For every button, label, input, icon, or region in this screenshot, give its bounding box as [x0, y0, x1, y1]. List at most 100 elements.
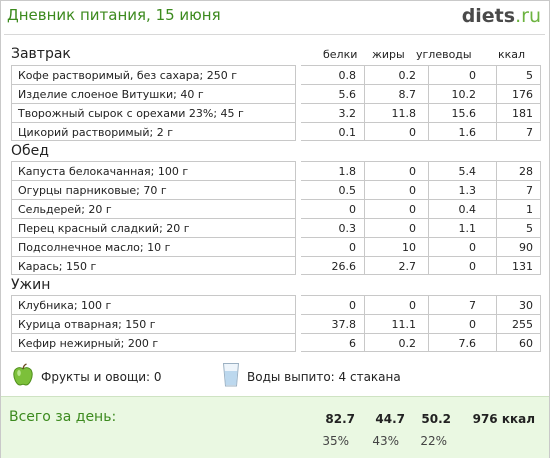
kcal-value: 7 — [497, 122, 541, 141]
meal-title-breakfast: Завтрак — [11, 46, 71, 62]
fat-value: 0 — [365, 295, 429, 314]
carbs-value: 0 — [429, 314, 497, 333]
fat-value: 0 — [365, 199, 429, 218]
fat-value: 0 — [365, 161, 429, 180]
kcal-value: 5 — [497, 65, 541, 84]
carbs-value: 15.6 — [429, 103, 497, 122]
table-row: Курица отварная; 150 г 37.8 11.1 0 255 — [11, 314, 541, 333]
carbs-value: 0 — [429, 65, 497, 84]
kcal-value: 90 — [497, 237, 541, 256]
carbs-value: 0 — [429, 237, 497, 256]
protein-value: 0.1 — [301, 122, 365, 141]
protein-value: 0.3 — [301, 218, 365, 237]
table-row: Карась; 150 г 26.6 2.7 0 131 — [11, 256, 541, 275]
protein-value: 0.8 — [301, 65, 365, 84]
fat-value: 11.1 — [365, 314, 429, 333]
fat-value: 0.2 — [365, 65, 429, 84]
site-logo[interactable]: diets.ru — [462, 5, 541, 27]
kcal-value: 176 — [497, 84, 541, 103]
kcal-value: 255 — [497, 314, 541, 333]
fat-value: 0.2 — [365, 333, 429, 352]
fruits-veggies-count: Фрукты и овощи: 0 — [41, 370, 162, 384]
food-name: Перец красный сладкий; 20 г — [11, 218, 296, 237]
table-row: Творожный сырок с орехами 23%; 45 г 3.2 … — [11, 103, 541, 122]
logo-main: diets — [461, 5, 516, 27]
kcal-value: 30 — [497, 295, 541, 314]
food-name: Кефир нежирный; 200 г — [11, 333, 296, 352]
table-row: Кофе растворимый, без сахара; 250 г 0.8 … — [11, 65, 541, 84]
header-divider — [4, 34, 545, 35]
logo-tld: .ru — [515, 5, 541, 27]
fat-value: 0 — [365, 122, 429, 141]
food-name: Изделие слоеное Витушки; 40 г — [11, 84, 296, 103]
table-row: Цикорий растворимый; 2 г 0.1 0 1.6 7 — [11, 122, 541, 141]
table-row: Огурцы парниковые; 70 г 0.5 0 1.3 7 — [11, 180, 541, 199]
meal-title-dinner: Ужин — [11, 277, 51, 293]
protein-value: 0 — [301, 295, 365, 314]
protein-value: 3.2 — [301, 103, 365, 122]
column-header-carbs: углеводы — [416, 48, 472, 61]
page-title: Дневник питания, 15 июня — [7, 6, 221, 24]
fat-value: 8.7 — [365, 84, 429, 103]
fat-value: 10 — [365, 237, 429, 256]
total-carbs: 50.2 — [421, 412, 451, 426]
protein-value: 6 — [301, 333, 365, 352]
protein-value: 1.8 — [301, 161, 365, 180]
table-row: Сельдерей; 20 г 0 0 0.4 1 — [11, 199, 541, 218]
carbs-value: 1.6 — [429, 122, 497, 141]
protein-value: 0 — [301, 199, 365, 218]
food-name: Клубника; 100 г — [11, 295, 296, 314]
food-name: Творожный сырок с орехами 23%; 45 г — [11, 103, 296, 122]
carbs-value: 10.2 — [429, 84, 497, 103]
water-glass-icon — [222, 363, 240, 387]
kcal-value: 1 — [497, 199, 541, 218]
column-header-fat: жиры — [372, 48, 405, 61]
protein-value: 5.6 — [301, 84, 365, 103]
food-name: Огурцы парниковые; 70 г — [11, 180, 296, 199]
water-drunk-count: Воды выпито: 4 стакана — [247, 370, 401, 384]
food-name: Курица отварная; 150 г — [11, 314, 296, 333]
daily-totals: Всего за день: 82.7 44.7 50.2 976 ккал 3… — [1, 396, 549, 458]
kcal-value: 7 — [497, 180, 541, 199]
total-fat: 44.7 — [375, 412, 405, 426]
carbs-value: 7.6 — [429, 333, 497, 352]
table-row: Капуста белокачанная; 100 г 1.8 0 5.4 28 — [11, 161, 541, 180]
food-name: Карась; 150 г — [11, 256, 296, 275]
table-row: Клубника; 100 г 0 0 7 30 — [11, 295, 541, 314]
food-name: Сельдерей; 20 г — [11, 199, 296, 218]
fat-value: 0 — [365, 180, 429, 199]
kcal-value: 131 — [497, 256, 541, 275]
protein-value: 26.6 — [301, 256, 365, 275]
meal-title-lunch: Обед — [11, 143, 49, 159]
carbs-value: 0.4 — [429, 199, 497, 218]
fat-percent: 43% — [372, 434, 399, 448]
table-row: Кефир нежирный; 200 г 6 0.2 7.6 60 — [11, 333, 541, 352]
fat-value: 2.7 — [365, 256, 429, 275]
header: Дневник питания, 15 июня diets.ru — [7, 5, 545, 30]
column-header-kcal: ккал — [498, 48, 526, 61]
fat-value: 0 — [365, 218, 429, 237]
food-name: Цикорий растворимый; 2 г — [11, 122, 296, 141]
carbs-percent: 22% — [420, 434, 447, 448]
kcal-value: 5 — [497, 218, 541, 237]
table-row: Подсолнечное масло; 10 г 0 10 0 90 — [11, 237, 541, 256]
table-row: Изделие слоеное Витушки; 40 г 5.6 8.7 10… — [11, 84, 541, 103]
column-header-protein: белки — [323, 48, 358, 61]
table-row: Перец красный сладкий; 20 г 0.3 0 1.1 5 — [11, 218, 541, 237]
food-name: Капуста белокачанная; 100 г — [11, 161, 296, 180]
fat-value: 11.8 — [365, 103, 429, 122]
carbs-value: 0 — [429, 256, 497, 275]
protein-percent: 35% — [322, 434, 349, 448]
kcal-value: 181 — [497, 103, 541, 122]
food-name: Подсолнечное масло; 10 г — [11, 237, 296, 256]
food-name: Кофе растворимый, без сахара; 250 г — [11, 65, 296, 84]
protein-value: 0.5 — [301, 180, 365, 199]
carbs-value: 1.1 — [429, 218, 497, 237]
green-apple-icon — [13, 363, 33, 386]
protein-value: 37.8 — [301, 314, 365, 333]
kcal-value: 60 — [497, 333, 541, 352]
totals-label: Всего за день: — [9, 409, 117, 425]
protein-value: 0 — [301, 237, 365, 256]
total-kcal: 976 ккал — [472, 412, 535, 426]
